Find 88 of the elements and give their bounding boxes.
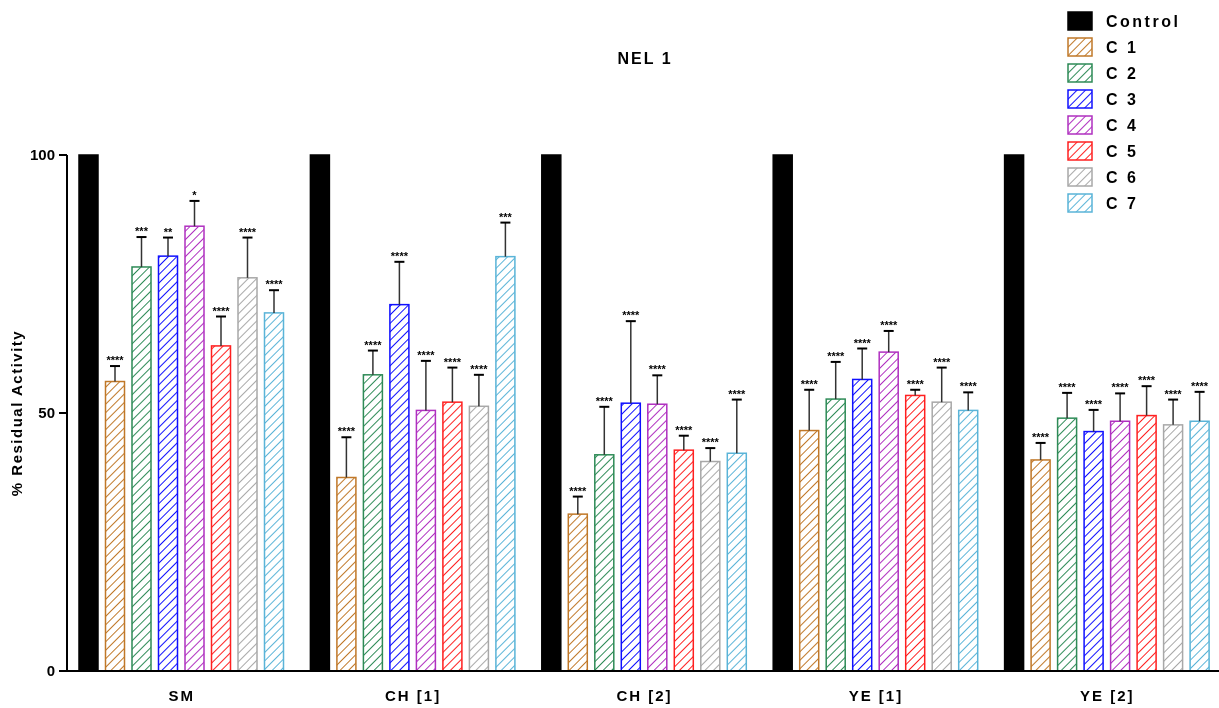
bar [184,225,205,672]
annotation: **** [1164,387,1183,400]
annotation: **** [238,225,257,238]
y-tick-label: 0 [46,662,55,680]
bar [594,454,615,672]
bar [362,374,384,672]
bar [131,266,152,672]
annotation: **** [728,387,747,400]
bar [620,402,642,672]
bar [851,378,873,672]
bar [673,449,695,672]
bar [726,452,748,672]
annotation: **** [622,309,641,322]
bar [957,409,979,672]
annotation: **** [675,423,694,436]
annotation: **** [827,349,845,362]
y-tick-label: 100 [29,146,55,164]
bar [495,255,516,672]
legend-label: C 2 [1106,64,1139,82]
x-tick-label: CH [2] [616,687,673,704]
y-tick-label: 50 [38,404,55,422]
annotation: ** [163,225,173,238]
bar [1083,430,1104,672]
bar [1109,420,1131,672]
x-tick-label: YE [1] [848,687,904,704]
bar [442,401,463,672]
bar [1189,420,1210,672]
legend-label: C 6 [1106,168,1139,186]
annotation: **** [1085,397,1103,410]
annotation: **** [701,436,720,449]
annotation: **** [1111,381,1130,394]
annotation: **** [337,425,356,438]
legend-label: C 4 [1106,116,1139,134]
bar [878,351,899,672]
annotation: *** [498,210,513,223]
annotation: **** [1058,380,1077,393]
annotation: **** [212,304,231,317]
annotation: **** [390,249,409,262]
bar [415,409,437,672]
annotation: **** [443,355,462,368]
bar [263,312,285,672]
annotation: **** [800,377,819,390]
bar [904,394,926,672]
annotation: **** [880,318,898,331]
legend-label: C 7 [1106,194,1139,212]
annotation: **** [648,363,667,376]
annotation: **** [569,484,588,497]
bar [157,255,179,672]
chart-title: NEL 1 [617,50,673,67]
y-axis-title: % Residual Activity [8,329,25,497]
bar [1030,459,1051,672]
bar [336,476,357,672]
bar [389,303,410,672]
annotation: **** [417,348,436,361]
annotation: **** [265,278,284,291]
annotation: **** [853,336,872,349]
x-tick-label: SM [168,687,195,704]
bar [825,398,846,672]
legend-label: Control [1106,12,1181,30]
annotation: **** [906,377,925,390]
bar [567,513,589,672]
annotation: **** [364,338,383,351]
annotation: *** [135,225,149,238]
annotation: **** [1032,430,1050,443]
legend-label: C 3 [1106,90,1139,108]
annotation: **** [1138,374,1156,387]
legend-label: C 5 [1106,142,1139,160]
annotation: * [192,188,198,201]
bar [1136,414,1157,672]
x-tick-label: CH [1] [385,687,442,704]
annotation: **** [470,362,489,375]
bar [468,405,490,672]
annotation: **** [959,380,978,393]
annotation: **** [933,355,951,368]
annotation: **** [595,394,614,407]
bar [1056,417,1078,672]
legend-label: C 1 [1106,38,1139,56]
bar [1162,424,1184,672]
bar [931,401,952,672]
bar [237,277,258,672]
annotation: **** [1191,379,1209,392]
bar [798,429,820,672]
bar [210,345,232,672]
x-tick-label: YE [2] [1080,687,1135,704]
bar [647,403,668,672]
bar [104,380,126,672]
bar [700,460,721,672]
annotation: **** [106,354,125,367]
